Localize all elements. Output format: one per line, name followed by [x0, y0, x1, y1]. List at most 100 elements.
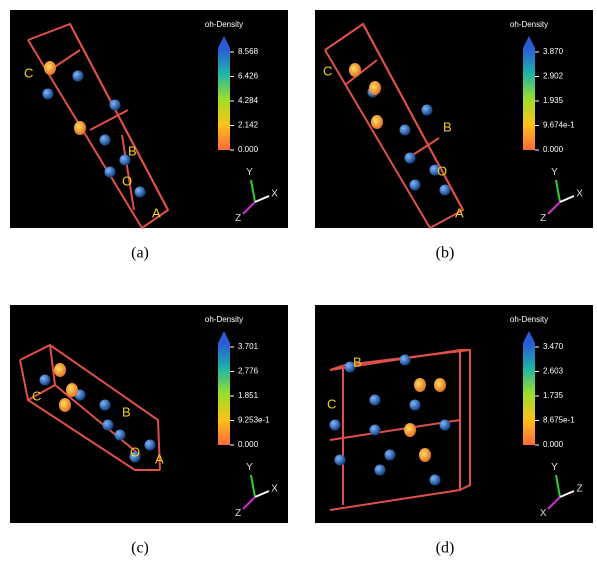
colorbar-label: 1.935 [543, 96, 564, 105]
colorbar-label: 9.253e-1 [238, 416, 270, 425]
lattice-label: A [455, 205, 464, 220]
atom [100, 400, 111, 411]
atom [100, 135, 111, 146]
axis-label: X [576, 189, 583, 200]
density-blob [371, 115, 383, 129]
atom [410, 400, 421, 411]
colorbar-label: 4.284 [238, 96, 259, 105]
panel: B Coh-Density 3.470 2.603 1.735 8.675e-1 0.000… [315, 305, 593, 523]
axis-label: X [540, 508, 547, 519]
colorbar-label: 2.902 [543, 72, 564, 81]
atom [400, 125, 411, 136]
colorbar-label: 8.675e-1 [543, 416, 575, 425]
atom [115, 430, 126, 441]
colorbar [218, 343, 230, 445]
colorbar-label: 1.851 [238, 391, 259, 400]
colorbar-label: 1.735 [543, 391, 564, 400]
atom [135, 187, 146, 198]
axis-label: Y [246, 167, 253, 178]
legend-title: oh-Density [510, 20, 548, 29]
lattice-label: C [32, 388, 41, 403]
density-blob [59, 398, 71, 412]
atom [105, 167, 116, 178]
axis-label: Z [577, 484, 583, 495]
axis-label: Z [540, 213, 546, 224]
colorbar-label: 0.000 [543, 145, 564, 154]
colorbar-label: 9.674e-1 [543, 121, 575, 130]
axis-label: X [271, 189, 278, 200]
colorbar-label: 2.142 [238, 121, 259, 130]
lattice-label: A [152, 205, 161, 220]
lattice-label: A [155, 451, 164, 466]
colorbar-label: 6.426 [238, 72, 259, 81]
atom [405, 153, 416, 164]
colorbar-label: 3.701 [238, 342, 259, 351]
colorbar-label: 8.568 [238, 47, 259, 56]
density-blob [44, 61, 56, 75]
axis-label: Z [235, 213, 241, 224]
lattice-label: O [437, 163, 447, 178]
density-blob [419, 448, 431, 462]
density-blob [54, 363, 66, 377]
lattice-label: B [443, 119, 452, 134]
colorbar-label: 3.870 [543, 47, 564, 56]
colorbar [218, 48, 230, 150]
atom [145, 440, 156, 451]
render-view [10, 10, 288, 228]
lattice-label: B [353, 354, 362, 369]
atom [422, 105, 433, 116]
atom [43, 89, 54, 100]
legend-title: oh-Density [510, 315, 548, 324]
caption: (a) [131, 245, 149, 262]
panel: C B O Aoh-Density 3.870 2.902 1.935 9.674e-1 0.0… [315, 10, 593, 228]
atom [410, 180, 421, 191]
atom [370, 395, 381, 406]
panel: C BO Aoh-Density 8.568 6.426 4.284 2.142 0.000 Y… [10, 10, 288, 228]
legend-title: oh-Density [205, 315, 243, 324]
density-blob [404, 423, 416, 437]
lattice-label: B [122, 404, 131, 419]
density-blob [414, 378, 426, 392]
atom [440, 185, 451, 196]
colorbar-label: 3.470 [543, 342, 564, 351]
figure: CBOAoh-Density8.5686.4264.2842.1420.000Y… [0, 0, 597, 568]
colorbar [523, 343, 535, 445]
axis-label: Y [551, 167, 558, 178]
density-blob [349, 63, 361, 77]
colorbar-label: 0.000 [238, 440, 259, 449]
colorbar-label: 0.000 [543, 440, 564, 449]
atom [430, 475, 441, 486]
lattice-label: O [122, 173, 132, 188]
colorbar-label: 0.000 [238, 145, 259, 154]
atom [375, 465, 386, 476]
lattice-label: B [128, 143, 137, 158]
atom [335, 455, 346, 466]
lattice-label: C [327, 396, 336, 411]
colorbar-label: 2.603 [543, 367, 564, 376]
colorbar [523, 48, 535, 150]
atom [103, 420, 114, 431]
caption: (b) [436, 245, 455, 262]
legend-title: oh-Density [205, 20, 243, 29]
axis-label: Z [235, 508, 241, 519]
lattice-label: C [323, 63, 332, 78]
axis-label: Y [246, 462, 253, 473]
density-blob [369, 81, 381, 95]
atom [40, 375, 51, 386]
atom [370, 425, 381, 436]
caption: (d) [436, 540, 455, 557]
atom [440, 420, 451, 431]
density-blob [434, 378, 446, 392]
lattice-label: O [130, 444, 140, 459]
atom [330, 420, 341, 431]
axis-label: X [271, 484, 278, 495]
atom [73, 71, 84, 82]
atom [400, 355, 411, 366]
atom [385, 450, 396, 461]
lattice-label: C [24, 65, 33, 80]
colorbar-label: 2.776 [238, 367, 259, 376]
density-blob [66, 383, 78, 397]
density-blob [74, 121, 86, 135]
axis-label: Y [551, 462, 558, 473]
